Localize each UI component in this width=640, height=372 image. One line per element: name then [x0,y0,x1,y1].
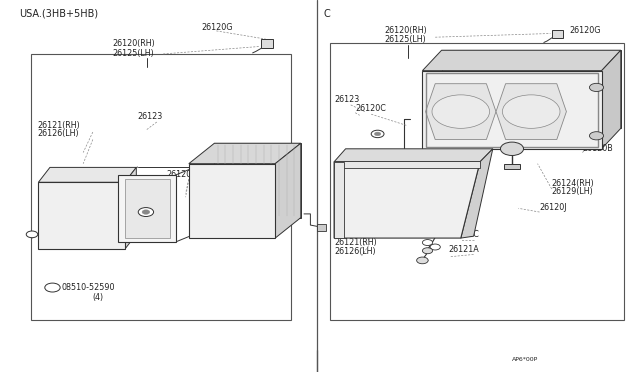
Bar [118,175,176,242]
Polygon shape [214,143,301,218]
Text: 26123: 26123 [138,112,163,121]
Text: 26124(RH): 26124(RH) [552,179,595,188]
Circle shape [500,142,524,155]
Bar [334,162,344,238]
Text: S: S [51,285,54,290]
Bar [317,224,326,231]
Text: 26121(RH): 26121(RH) [334,238,377,247]
Text: 26120G: 26120G [570,26,601,35]
Bar [38,182,125,249]
Bar [31,54,291,320]
Circle shape [138,208,154,217]
Bar [125,179,170,238]
Text: 26120C: 26120C [166,170,197,179]
Text: 26120(RH): 26120(RH) [384,26,427,35]
Polygon shape [426,84,496,140]
Polygon shape [334,162,480,238]
Text: C: C [323,9,330,19]
Bar [334,161,480,168]
Polygon shape [189,143,301,164]
Text: 26121A: 26121A [448,245,479,254]
Text: (4): (4) [93,293,104,302]
Text: 26129(LH): 26129(LH) [552,187,593,196]
Circle shape [430,244,440,250]
Circle shape [422,248,433,254]
Circle shape [45,283,60,292]
Bar [426,73,598,147]
Text: 26125(LH): 26125(LH) [112,49,154,58]
Polygon shape [461,149,493,238]
Polygon shape [125,167,136,249]
Text: 26126(LH): 26126(LH) [37,129,79,138]
Circle shape [417,257,428,264]
Bar [552,30,563,38]
Text: 26120J: 26120J [540,203,567,212]
Text: 26120G: 26120G [202,23,233,32]
Text: 26121C: 26121C [448,230,479,239]
Text: 26121(RH): 26121(RH) [37,121,80,130]
Circle shape [142,210,150,214]
Text: USA.(3HB+5HB): USA.(3HB+5HB) [19,9,99,19]
Text: 26120B: 26120B [582,144,613,153]
Text: 08510-52590: 08510-52590 [61,283,115,292]
Polygon shape [38,167,136,182]
Circle shape [422,240,433,246]
Polygon shape [334,149,493,162]
Bar [422,71,602,149]
Circle shape [26,231,38,238]
Text: AP6*00P: AP6*00P [512,357,538,362]
Bar [330,43,624,320]
Polygon shape [602,50,621,149]
Bar [504,164,520,169]
Text: 26123: 26123 [334,95,359,104]
Circle shape [589,132,604,140]
Polygon shape [275,143,301,238]
Circle shape [371,130,384,138]
Text: 26125(LH): 26125(LH) [384,35,426,44]
Text: 26120(RH): 26120(RH) [112,39,155,48]
Bar [189,164,275,238]
Circle shape [432,95,490,128]
Text: 26126(LH): 26126(LH) [334,247,376,256]
Polygon shape [496,84,566,140]
Circle shape [374,132,381,136]
Circle shape [502,95,560,128]
Circle shape [589,83,604,92]
Polygon shape [442,50,621,128]
Polygon shape [422,50,621,71]
Text: 26120C: 26120C [355,105,386,113]
Bar [261,39,273,48]
